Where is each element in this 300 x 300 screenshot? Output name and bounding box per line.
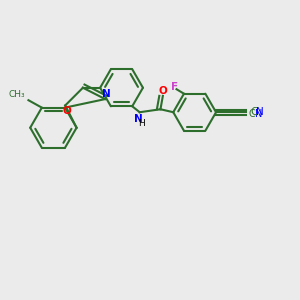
Text: C: C [249, 109, 256, 119]
Text: N: N [255, 109, 262, 119]
Text: C: C [250, 107, 258, 117]
Text: N: N [134, 114, 142, 124]
Text: F: F [171, 82, 178, 92]
Text: O: O [158, 85, 167, 95]
Text: N: N [102, 89, 111, 99]
Text: CH₃: CH₃ [9, 90, 26, 99]
Text: N: N [256, 107, 263, 117]
Text: H: H [138, 119, 145, 128]
Text: O: O [62, 106, 71, 116]
